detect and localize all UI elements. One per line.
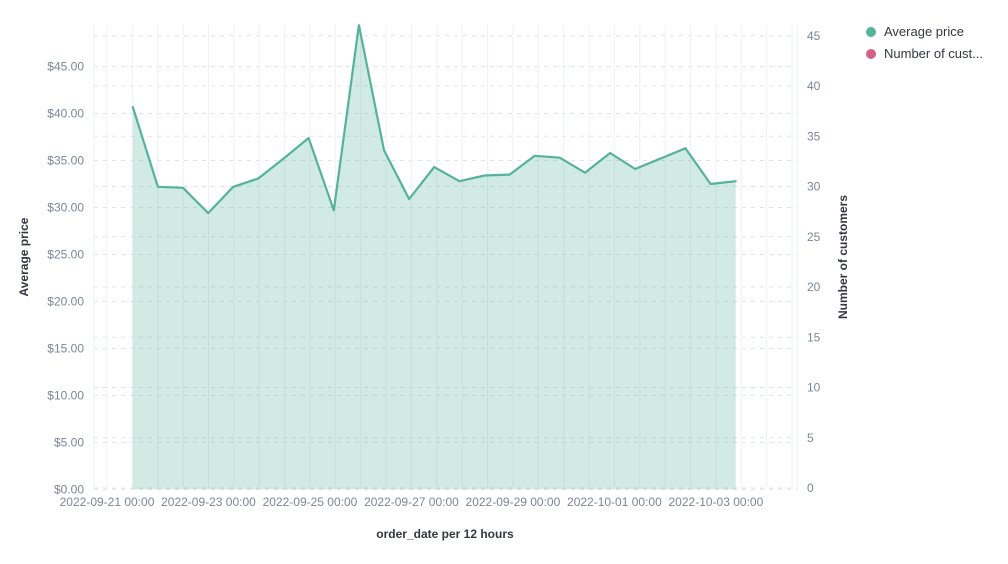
y-right-tick-label: 10	[807, 381, 821, 395]
legend-item-number-of-customers[interactable]: Number of cust...	[866, 47, 983, 61]
x-axis-title: order_date per 12 hours	[376, 527, 514, 541]
y-left-tick-label: $25.00	[47, 247, 84, 261]
x-tick-label: 2022-09-27 00:00	[364, 495, 459, 509]
y-left-tick-label: $0.00	[54, 482, 84, 496]
y-right-tick-label: 15	[807, 330, 821, 344]
number-of-customers-series-dot-icon	[866, 49, 876, 59]
y-left-tick-label: $15.00	[47, 341, 84, 355]
y-left-tick-label: $45.00	[47, 60, 84, 74]
x-tick-label: 2022-09-29 00:00	[466, 495, 561, 509]
x-tick-label: 2022-10-03 00:00	[669, 495, 764, 509]
y-right-tick-label: 25	[807, 230, 821, 244]
legend-item-average-price[interactable]: Average price	[866, 25, 983, 39]
y-left-tick-label: $5.00	[54, 435, 84, 449]
y-left-tick-label: $30.00	[47, 200, 84, 214]
vertical-gridlines	[93, 25, 798, 490]
y-right-tick-label: 35	[807, 129, 821, 143]
legend: Average price Number of cust...	[866, 25, 983, 61]
y-left-tick-label: $40.00	[47, 107, 84, 121]
average-price-series-dot-icon	[866, 27, 876, 37]
x-tick-label: 2022-09-25 00:00	[263, 495, 358, 509]
x-axis-tick-labels: 2022-09-21 00:00 2022-09-23 00:00 2022-09-…	[60, 495, 764, 509]
legend-label: Number of cust...	[884, 46, 983, 61]
plot-area-series	[131, 24, 737, 490]
x-tick-label: 2022-09-23 00:00	[161, 495, 256, 509]
y-right-tick-label: 40	[807, 79, 821, 93]
y-right-tick-label: 20	[807, 280, 821, 294]
y-right-tick-label: 30	[807, 180, 821, 194]
x-tick-label: 2022-10-01 00:00	[567, 495, 662, 509]
y-left-tick-label: $10.00	[47, 388, 84, 402]
average-price-line	[131, 24, 737, 215]
x-tick-label: 2022-09-21 00:00	[60, 495, 155, 509]
y-left-tick-label: $35.00	[47, 154, 84, 168]
average-price-area-fill	[132, 25, 736, 490]
y-right-tick-label: 0	[807, 481, 814, 495]
legend-label: Average price	[884, 24, 964, 39]
y-left-axis-tick-labels: $0.00 $5.00 $10.00 $15.00 $20.00 $25.00 $30.00…	[47, 60, 84, 497]
y-right-tick-label: 45	[807, 29, 821, 43]
y-right-axis-title: Number of customers	[836, 195, 850, 319]
y-right-axis-tick-labels: 0 5 10 15 20 25 30 35 40 45	[807, 29, 821, 495]
y-right-tick-label: 5	[807, 431, 814, 445]
y-left-axis-title: Average price	[17, 217, 31, 296]
y-left-tick-label: $20.00	[47, 294, 84, 308]
horizontal-gridlines	[94, 35, 798, 490]
